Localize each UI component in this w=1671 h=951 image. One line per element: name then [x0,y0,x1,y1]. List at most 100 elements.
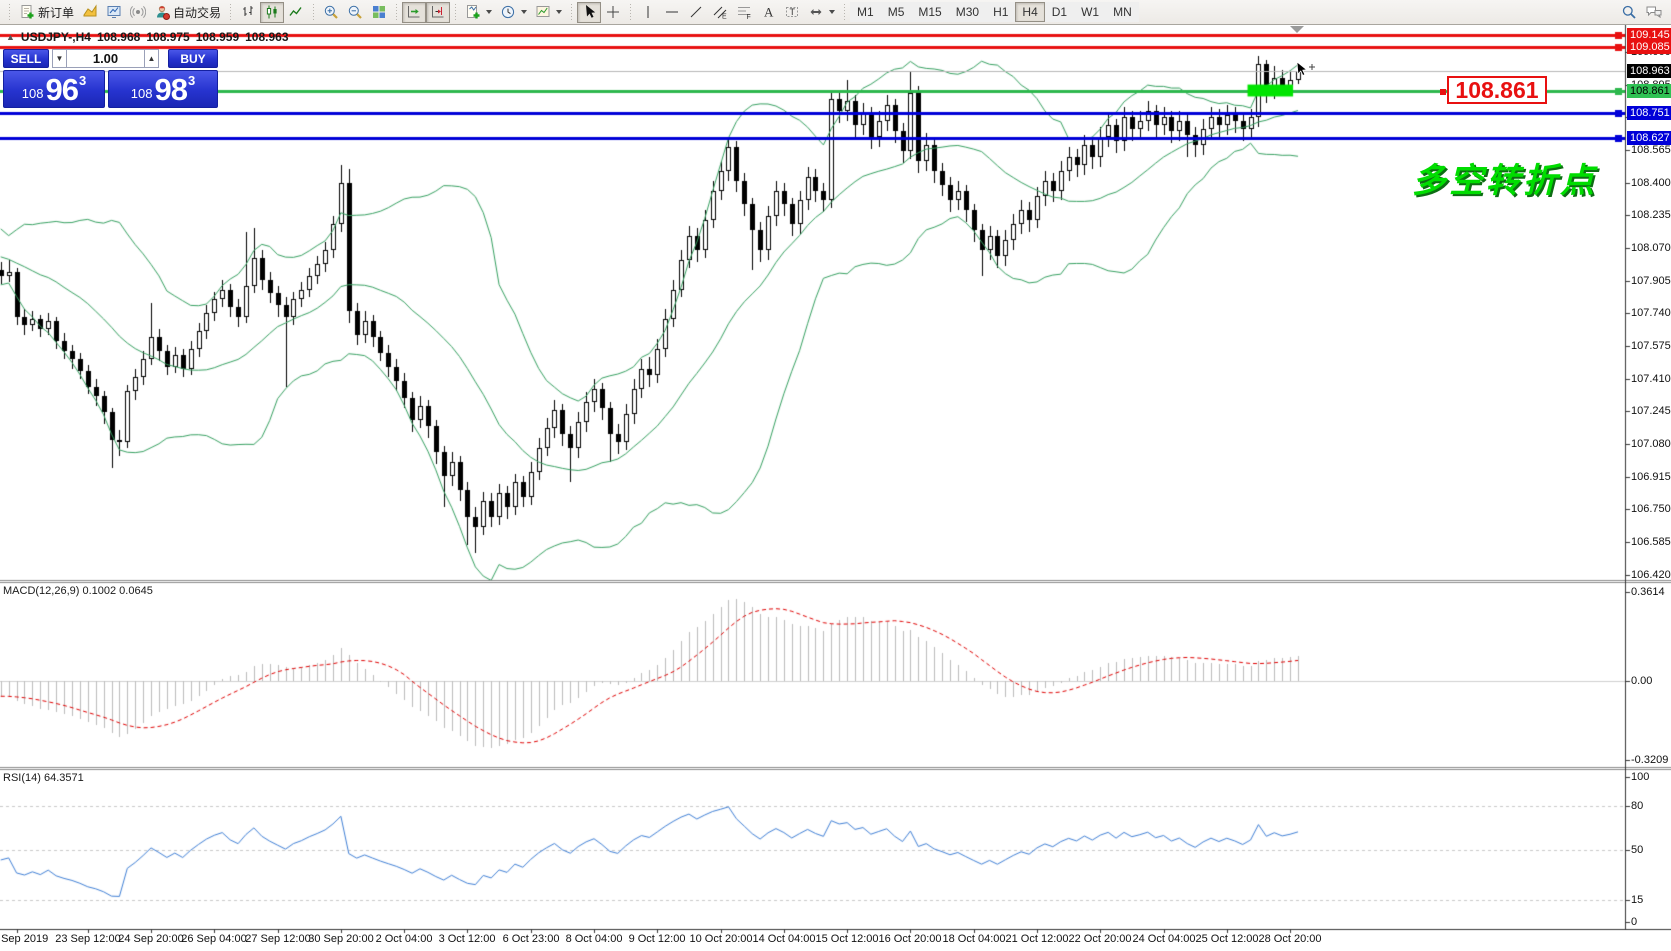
periods-caret-icon [521,10,528,14]
bar-chart-icon [240,4,256,20]
fibonacci-icon: F [736,4,752,20]
macd-indicator-label: MACD(12,26,9) 0.1002 0.0645 [3,585,153,597]
tf-m5-button[interactable]: M5 [880,2,912,22]
auto-scroll-button[interactable] [402,1,427,23]
auto-trading-icon [154,4,171,20]
templates-button[interactable] [531,2,566,23]
text-label-icon: T [784,4,800,20]
chart-canvas[interactable] [0,25,1671,951]
buy-button[interactable]: BUY [168,49,218,68]
toolbar-grip[interactable] [628,4,634,20]
search-icon [1621,4,1637,20]
text-button[interactable]: A [756,2,780,23]
volume-input[interactable] [67,49,144,68]
toolbar-grip[interactable] [7,4,12,20]
volume-decrease-button[interactable]: ▼ [52,49,67,68]
quote-open: 108.968 [96,30,141,44]
bar-chart-button[interactable] [236,2,260,23]
rsi-name: RSI(14) [3,772,41,784]
crosshair-button[interactable] [601,2,625,23]
tile-windows-button[interactable] [367,2,391,23]
volume-increase-button[interactable]: ▲ [144,49,159,68]
toolbar-grip[interactable] [842,4,848,20]
sell-price-big: 96 [45,72,78,108]
annotation-text[interactable]: 多空转折点 [1412,162,1597,200]
tf-m30-button[interactable]: M30 [948,2,987,22]
svg-text:E: E [722,14,727,21]
rsi-value: 64.3571 [43,772,84,784]
tf-m15-button[interactable]: M15 [911,2,949,22]
auto-trading-button[interactable]: 自动交易 [150,2,225,23]
trendline-button[interactable] [684,2,708,23]
horizontal-line-price-label[interactable]: 108.861 [1447,76,1547,104]
toolbar-grip[interactable] [453,4,459,20]
vertical-line-button[interactable] [636,2,660,23]
vertical-line-icon [640,4,656,20]
fibonacci-button[interactable]: F [732,2,756,23]
candlestick-icon [264,4,280,20]
buy-price-big: 98 [154,72,187,108]
macd-values: 0.1002 0.0645 [82,585,153,597]
tf-w1-button[interactable]: W1 [1074,2,1107,22]
svg-text:F: F [747,14,751,20]
arrows-icon [808,4,824,20]
collapse-marker-icon[interactable]: ▲ [6,32,15,42]
svg-text:T: T [790,7,796,17]
toolbar-grip[interactable] [228,4,234,20]
chat-button[interactable] [1641,2,1667,23]
auto-scroll-icon [406,4,422,20]
chart-shift-marker[interactable] [1290,26,1304,33]
chart-shift-button[interactable] [426,1,451,23]
tf-d1-button[interactable]: D1 [1044,2,1075,22]
crosshair-icon [605,4,621,20]
one-click-trading-panel: SELL ▼ ▲ BUY 108 96 3 108 98 3 [3,49,218,130]
sell-price-pip: 3 [78,73,87,88]
new-chart-icon [82,4,98,20]
chat-icon [1645,4,1663,20]
sell-price-box[interactable]: 108 96 3 [3,70,105,108]
svg-text:A: A [764,5,774,20]
search-button[interactable] [1617,2,1641,23]
toolbar-grip[interactable] [569,4,575,20]
price-label-anchor [1440,89,1446,95]
symbol-period-label: USDJPY-,H4 [20,30,91,44]
profiles-button[interactable] [102,2,126,23]
horizontal-line-button[interactable] [660,2,684,23]
buy-price-box[interactable]: 108 98 3 [108,70,218,108]
tf-h1-button[interactable]: H1 [986,2,1016,22]
arrows-button[interactable] [804,2,839,23]
text-label-button[interactable]: T [780,2,804,23]
line-chart-button[interactable] [284,2,308,23]
zoom-in-icon [323,4,339,20]
chart-window: ▲ USDJPY-,H4 108.968 108.975 108.959 108… [0,25,1671,951]
new-chart-button[interactable] [78,2,102,23]
indicators-caret-icon [486,10,493,14]
new-order-label: 新订单 [38,5,75,20]
quote-high: 108.975 [146,30,190,44]
tf-m1-button[interactable]: M1 [850,2,881,22]
arrows-caret-icon [829,10,836,14]
toolbar-grip[interactable] [394,4,400,20]
cursor-button[interactable] [577,1,602,23]
sell-button[interactable]: SELL [3,49,49,68]
periods-button[interactable] [496,2,531,23]
toolbar-grip[interactable] [311,4,317,20]
equidistant-channel-button[interactable]: E [708,2,732,23]
zoom-in-button[interactable] [319,2,343,23]
line-chart-icon [288,4,304,20]
buy-price-prefix: 108 [130,86,153,101]
zoom-out-button[interactable] [343,2,367,23]
indicators-icon [465,4,481,20]
zoom-out-icon [347,4,363,20]
tf-mn-button[interactable]: MN [1106,2,1139,22]
candlestick-button[interactable] [260,1,285,23]
tf-h4-button[interactable]: H4 [1015,2,1045,22]
indicators-button[interactable] [461,2,496,23]
mouse-cursor-icon [1296,61,1316,86]
quote-low: 108.959 [195,30,240,44]
new-order-button[interactable]: 新订单 [15,2,78,23]
toolbar: 新订单 自动交易 E F A T [0,0,1671,25]
cursor-icon [581,4,597,20]
navigator-button[interactable] [126,2,150,23]
